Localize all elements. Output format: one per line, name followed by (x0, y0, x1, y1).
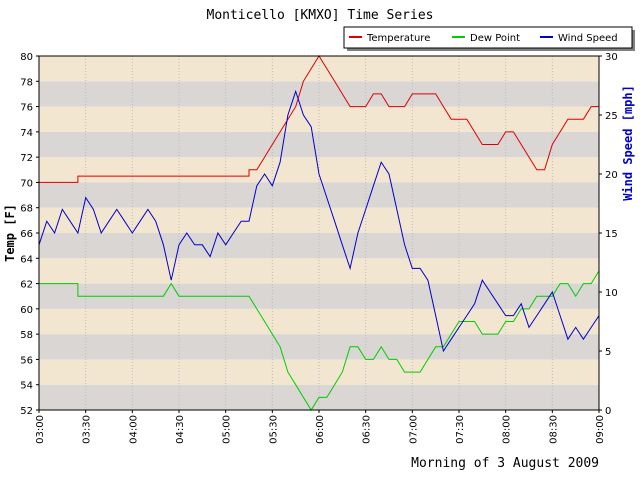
left-tick-label: 66 (20, 229, 33, 240)
legend-label-temperature: Temperature (366, 33, 430, 44)
x-tick-label: 04:00 (128, 415, 139, 444)
x-tick-label: 09:00 (595, 415, 606, 444)
x-tick-label: 08:30 (548, 415, 559, 444)
left-tick-label: 54 (20, 381, 33, 392)
left-tick-label: 80 (20, 52, 33, 63)
background-band (39, 334, 599, 360)
left-tick-label: 52 (20, 406, 33, 417)
background-band (39, 131, 599, 158)
series-line-temperature (39, 55, 599, 183)
right-tick-label: 20 (605, 170, 618, 181)
series-line-wind-speed (38, 89, 600, 353)
x-tick-label: 05:00 (222, 415, 233, 444)
background-band (39, 207, 599, 233)
right-tick-label: 0 (605, 406, 611, 417)
right-tick-label: 10 (605, 288, 618, 299)
right-axis-label: Wind Speed [mph] (621, 85, 635, 201)
x-tick-label: 03:00 (35, 415, 46, 444)
left-tick-label: 78 (20, 77, 33, 88)
x-tick-label: 06:00 (315, 415, 326, 444)
x-tick-label: 05:30 (268, 415, 279, 444)
chart-footer: Morning of 3 August 2009 (411, 456, 599, 471)
x-tick-label: 07:00 (408, 415, 419, 444)
series-layer (38, 55, 600, 411)
x-tick-label: 06:30 (362, 415, 373, 444)
x-axis-ticks: 03:00 03:30 04:00 04:30 05:00 05:30 06:00 06:30… (35, 410, 606, 444)
x-tick-label: 04:30 (175, 415, 186, 444)
left-axis-ticks: 52 54 56 58 60 62 64 66 68 70 72 74 76 78 80 (20, 52, 39, 417)
x-tick-label: 08:00 (502, 415, 513, 444)
left-tick-label: 74 (20, 128, 33, 139)
legend-box (343, 26, 633, 49)
left-tick-label: 56 (20, 355, 33, 366)
left-tick-label: 62 (20, 280, 33, 291)
x-tick-label: 07:30 (455, 415, 466, 444)
right-tick-label: 15 (605, 229, 618, 240)
right-tick-label: 25 (605, 111, 618, 122)
legend-label-dew-point: Dew Point (470, 33, 520, 44)
left-tick-label: 60 (20, 305, 33, 316)
left-tick-label: 64 (20, 254, 33, 265)
left-tick-label: 70 (20, 178, 33, 189)
background-band (39, 81, 599, 107)
right-tick-label: 30 (605, 52, 618, 63)
chart-title: Monticello [KMXO] Time Series (207, 8, 434, 23)
left-tick-label: 72 (20, 153, 33, 164)
right-axis-ticks: 0 5 10 15 20 25 30 (599, 52, 618, 417)
legend: Temperature Dew Point Wind Speed (343, 26, 635, 51)
background-band (39, 258, 599, 284)
series-line-dew-point (39, 270, 600, 411)
background-band (39, 157, 599, 183)
legend-label-wind-speed: Wind Speed (558, 33, 618, 44)
left-axis-label: Temp [F] (3, 204, 17, 262)
left-tick-label: 58 (20, 330, 33, 341)
x-tick-label: 03:30 (82, 415, 93, 444)
left-tick-label: 68 (20, 204, 33, 215)
right-tick-label: 5 (605, 347, 611, 358)
left-tick-label: 76 (20, 103, 33, 114)
